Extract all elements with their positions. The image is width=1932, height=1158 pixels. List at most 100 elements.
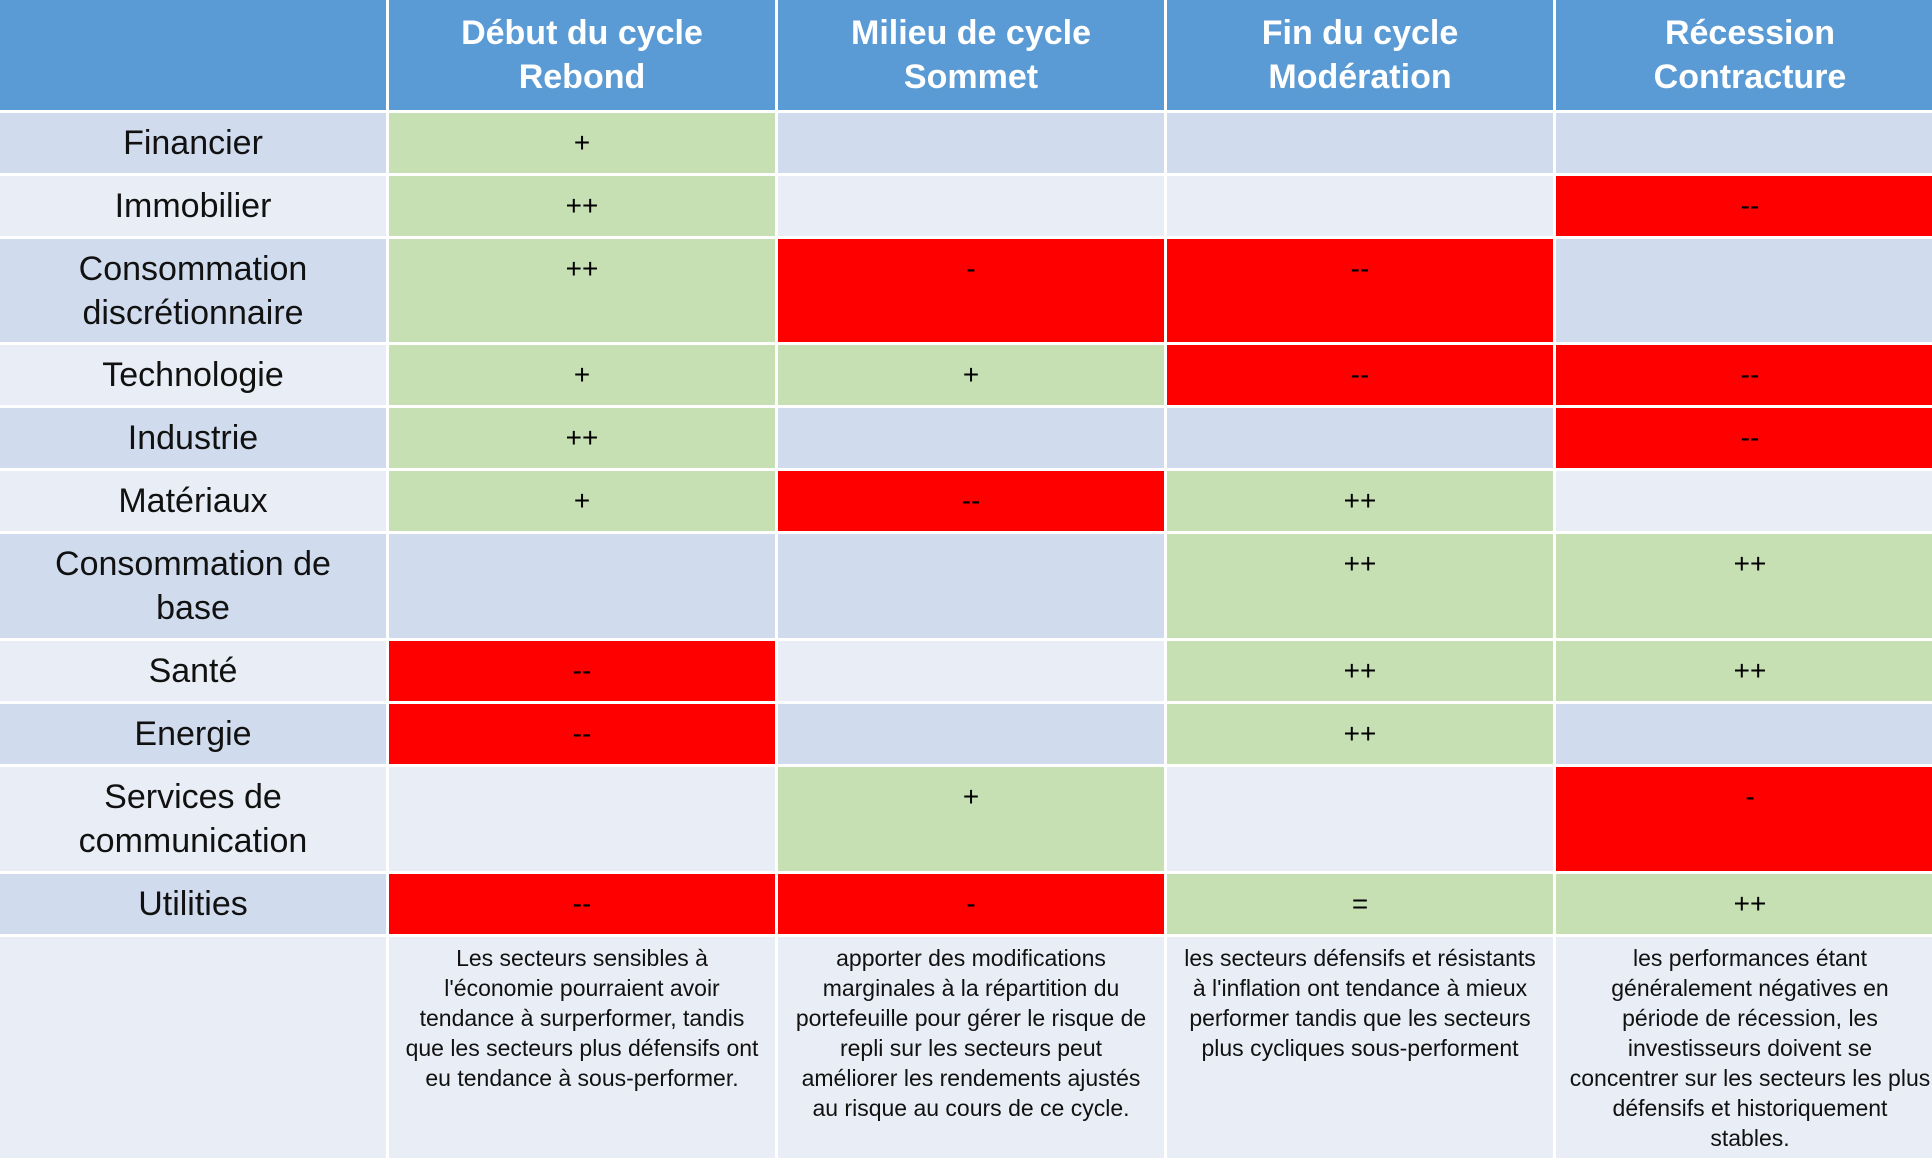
cycle-note: Les secteurs sensibles à l'économie pourr… [389, 937, 775, 1158]
rating-cell: -- [389, 874, 775, 934]
rating-cell [778, 641, 1164, 701]
rating-value: + [573, 359, 591, 390]
cycle-note-line: stables. [1710, 1125, 1790, 1151]
rating-cell [1167, 767, 1553, 871]
cycle-note: les performances étant généralement négat… [1556, 937, 1932, 1158]
rating-cell: ++ [1556, 641, 1932, 701]
rating-cell: - [778, 874, 1164, 934]
header-milieu-de-cycle: Milieu de cycle Sommet [778, 0, 1164, 110]
rating-cell: ++ [1167, 641, 1553, 701]
rating-cell: + [389, 471, 775, 531]
rating-value: ++ [1733, 548, 1767, 579]
row-label-line: communication [78, 822, 308, 860]
rating-cell [389, 534, 775, 638]
cycle-note-text: Les secteurs sensibles à l'économie pourr… [406, 943, 759, 1093]
rating-cell [1556, 471, 1932, 531]
rating-value: -- [572, 888, 592, 919]
row-label-cell: Utilities [0, 874, 386, 934]
cycle-note-line: tendance à surperformer, tandis [419, 1005, 745, 1031]
cycle-note-line: au risque au cours de ce cycle. [812, 1095, 1130, 1121]
rating-cell: ++ [389, 176, 775, 236]
row-label-cell: Financier [0, 113, 386, 173]
row-label: Energie [134, 712, 251, 756]
rating-cell [1167, 113, 1553, 173]
rating-value: + [962, 781, 980, 812]
row-label-cell: Consommation de base [0, 534, 386, 638]
rating-cell: -- [1556, 345, 1932, 405]
header-line: Milieu de cycle [851, 14, 1091, 52]
header-line: Contracture [1653, 58, 1847, 96]
cycle-note-line: performer tandis que les secteurs [1189, 1005, 1531, 1031]
rating-value: -- [572, 718, 592, 749]
rating-cell [778, 534, 1164, 638]
cycle-note-line: à l'inflation ont tendance à mieux [1192, 975, 1528, 1001]
row-label: Utilities [138, 882, 248, 926]
notes-corner-cell [0, 937, 386, 1158]
cycle-note-line: repli sur les secteurs peut [839, 1035, 1103, 1061]
row-label-line: Santé [148, 652, 238, 690]
rating-value: ++ [565, 253, 599, 284]
rating-value: - [966, 253, 976, 284]
rating-cell: -- [1556, 176, 1932, 236]
row-label-cell: Industrie [0, 408, 386, 468]
row-label: Services de communication [79, 775, 308, 863]
cycle-note-line: investisseurs doivent se [1627, 1035, 1873, 1061]
cycle-note-line: que les secteurs plus défensifs ont [405, 1035, 759, 1061]
rating-value: ++ [1343, 655, 1377, 686]
rating-cell: -- [1167, 345, 1553, 405]
rating-cell: -- [389, 704, 775, 764]
rating-value: + [573, 127, 591, 158]
rating-value: -- [572, 655, 592, 686]
rating-cell: + [778, 345, 1164, 405]
row-label-line: Industrie [127, 419, 259, 457]
rating-cell [1556, 113, 1932, 173]
rating-cell: -- [389, 641, 775, 701]
cycle-note: apporter des modifications marginales à l… [778, 937, 1164, 1158]
rating-cell [778, 704, 1164, 764]
row-label-cell: Consommation discrétionnaire [0, 239, 386, 342]
header-fin-du-cycle: Fin du cycle Modération [1167, 0, 1553, 110]
rating-cell [778, 176, 1164, 236]
row-label-line: base [156, 589, 230, 627]
cycle-note-text: les performances étant généralement négat… [1570, 943, 1931, 1153]
row-label-cell: Immobilier [0, 176, 386, 236]
rating-cell: ++ [1556, 874, 1932, 934]
row-label-line: Immobilier [114, 187, 272, 225]
rating-cell [1167, 176, 1553, 236]
cycle-note-text: apporter des modifications marginales à l… [796, 943, 1146, 1123]
rating-cell: + [778, 767, 1164, 871]
rating-value: -- [1740, 359, 1760, 390]
row-label-cell: Services de communication [0, 767, 386, 871]
rating-cell: ++ [389, 408, 775, 468]
header-line: Récession [1664, 14, 1836, 52]
rating-cell: -- [1556, 408, 1932, 468]
rating-cell: + [389, 113, 775, 173]
rating-value: ++ [1343, 485, 1377, 516]
row-label-cell: Energie [0, 704, 386, 764]
row-label-line: Services de [104, 778, 282, 816]
rating-cell: -- [778, 471, 1164, 531]
row-label: Financier [123, 121, 263, 165]
rating-cell [1167, 408, 1553, 468]
rating-cell: = [1167, 874, 1553, 934]
row-label: Consommation de base [55, 542, 331, 630]
rating-cell: + [389, 345, 775, 405]
row-label-cell: Technologie [0, 345, 386, 405]
cycle-note: les secteurs défensifs et résistants à l'… [1167, 937, 1553, 1158]
header-recession: Récession Contracture [1556, 0, 1932, 110]
header-line: Modération [1268, 58, 1452, 96]
rating-value: ++ [1733, 888, 1767, 919]
row-label-line: Technologie [102, 356, 284, 394]
cycle-note-line: période de récession, les [1622, 1005, 1878, 1031]
row-label-line: Consommation de [55, 545, 331, 583]
row-label: Consommation discrétionnaire [79, 247, 308, 335]
row-label: Matériaux [118, 479, 267, 523]
cycle-note-text: les secteurs défensifs et résistants à l'… [1184, 943, 1536, 1063]
cycle-note-line: marginales à la répartition du [822, 975, 1120, 1001]
header-line: Rebond [518, 58, 646, 96]
row-label-cell: Matériaux [0, 471, 386, 531]
cycle-note-line: généralement négatives en [1611, 975, 1889, 1001]
rating-value: ++ [565, 422, 599, 453]
rating-cell: ++ [1167, 534, 1553, 638]
